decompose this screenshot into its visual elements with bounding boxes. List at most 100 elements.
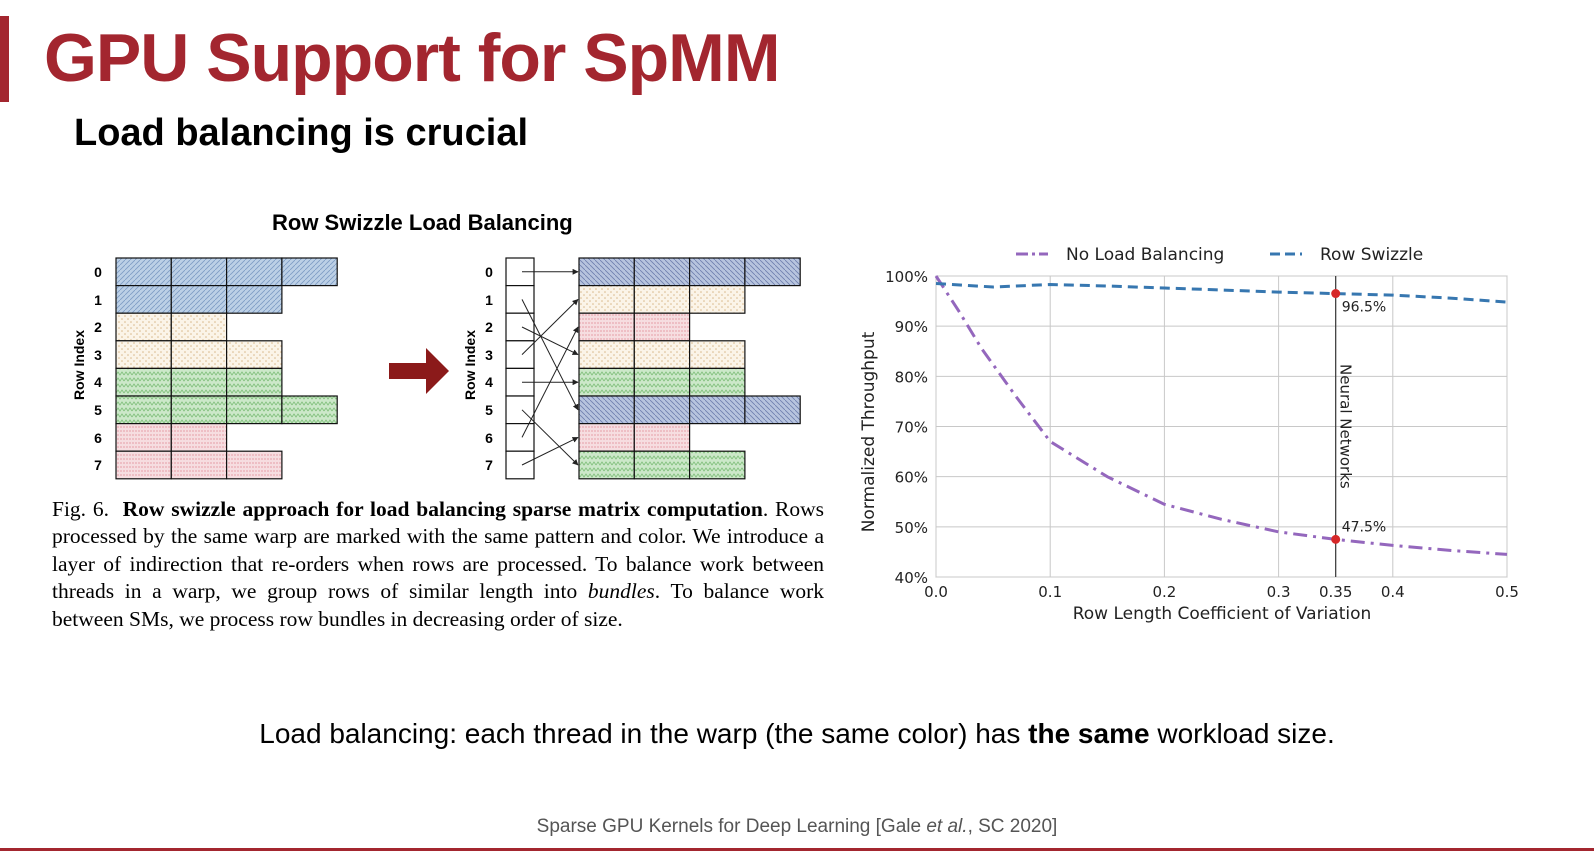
left-row-number: 0 [94,264,102,280]
original-row-cell [170,284,228,314]
right-row-number: 6 [485,430,493,446]
original-row-cell [226,284,283,314]
original-row-cell [115,284,172,314]
indirection-cell [505,284,535,314]
y-tick-label: 60% [895,469,928,487]
original-row-cell [226,450,283,480]
x-tick-label: 0.1 [1038,583,1062,601]
left-row-number: 2 [94,319,102,335]
original-row-cell [170,450,228,480]
indirection-cell [505,340,535,370]
chart-grid [935,275,1508,578]
annotation-marker [1331,289,1341,299]
caption-italic-term: bundles [587,579,655,604]
takeaway-suffix: workload size. [1149,718,1335,749]
original-row-cell [115,340,172,370]
swizzled-row-cell [578,367,635,397]
row-swizzle-diagram: Row Index Row Index 0 1 2 3 4 5 6 7 0 1 … [71,257,801,480]
legend-label: No Load Balancing [1066,245,1224,265]
original-row-cell [226,367,283,397]
slide-subtitle: Load balancing is crucial [74,112,529,154]
original-row-cell [170,395,228,425]
bottom-rule [0,848,1594,851]
swizzle-arrow [521,299,579,411]
original-row-matrix [115,257,338,480]
right-row-number: 5 [485,402,493,418]
original-row-cell [226,257,283,287]
swizzled-row-cell [633,257,691,287]
swizzled-row-cell [633,367,691,397]
original-row-cell [170,312,228,342]
swizzled-row-cell [633,312,691,342]
swizzled-row-cell [578,395,635,425]
swizzled-row-cell [578,284,635,314]
left-row-number: 7 [94,457,102,473]
indirection-cell [505,395,535,425]
annotation-value-label: 47.5% [1342,519,1386,535]
swizzle-arrow [521,409,579,466]
takeaway-text: Load balancing: each thread in the warp … [0,718,1594,750]
left-row-number: 1 [94,292,102,308]
left-row-number: 6 [94,430,102,446]
x-tick-label: 0.35 [1319,583,1352,601]
original-row-cell [170,367,228,397]
indirection-layer [505,257,535,480]
caption-bold-title: Row swizzle approach for load balancing … [122,497,763,521]
y-tick-label: 50% [895,519,928,537]
citation-italic: et al. [926,816,968,837]
x-tick-label: 0.4 [1381,583,1405,601]
throughput-chart: 40% 50% 60% 70% 80% 90% 100% 0.0 0.1 0.2 0.3 0.35 0.… [859,245,1519,624]
swizzled-row-cell [633,284,691,314]
swizzle-arrow [521,436,579,466]
swizzled-row-cell [688,340,746,370]
swizzled-row-cell [688,450,746,480]
swizzled-row-cell [744,257,801,287]
right-row-number: 3 [485,347,493,363]
swizzled-row-cell [578,423,635,452]
original-row-cell [115,423,172,452]
diagram-title: Row Swizzle Load Balancing [272,210,573,235]
swizzle-arrows [521,268,579,466]
original-row-cell [115,312,172,342]
takeaway-emphasis: the same [1028,718,1150,749]
original-row-cell [115,367,172,397]
caption-text-2: . To balance work between SMs, we proces… [52,579,825,631]
swizzled-row-cell [633,340,691,370]
swizzled-row-cell [688,257,746,287]
caption-prefix: Fig. 6. [52,497,109,521]
chart-y-axis-label: Normalized Throughput [859,331,879,532]
chart-x-axis-label: Row Length Coefficient of Variation [1073,604,1372,624]
right-row-number: 0 [485,264,493,280]
annotation-value-label: 96.5% [1342,300,1386,316]
swizzled-row-matrix [578,257,801,480]
neural-networks-label: Neural Networks [1337,364,1355,489]
citation: Sparse GPU Kernels for Deep Learning [Ga… [0,816,1594,838]
original-row-cell [170,257,228,287]
annotation-marker [1331,534,1341,544]
left-row-number: 4 [94,374,102,390]
chart-series [934,275,1508,556]
left-row-index-label: Row Index [71,330,87,400]
right-arrow-icon [389,348,449,394]
original-row-cell [226,340,283,370]
y-tick-label: 90% [895,318,928,336]
indirection-cell [505,423,535,452]
x-tick-label: 0.2 [1152,583,1176,601]
swizzled-row-cell [633,450,691,480]
swizzled-row-cell [744,395,801,425]
right-row-number: 1 [485,292,493,308]
original-row-cell [170,340,228,370]
chart-annotations: 96.5% 47.5% Neural Networks [1331,289,1386,544]
y-tick-label: 40% [895,569,928,587]
right-row-index-label: Row Index [462,330,478,400]
y-tick-label: 70% [895,419,928,437]
swizzled-row-cell [578,340,635,370]
swizzled-row-cell [688,395,746,425]
right-row-number: 2 [485,319,493,335]
swizzled-row-cell [578,257,635,287]
chart-ticks: 40% 50% 60% 70% 80% 90% 100% 0.0 0.1 0.2 0.3 0.35 0.… [885,268,1519,601]
swizzled-row-cell [578,450,635,480]
swizzle-arrow [521,326,579,356]
swizzled-row-cell [578,312,635,342]
legend-label: Row Swizzle [1320,245,1423,265]
